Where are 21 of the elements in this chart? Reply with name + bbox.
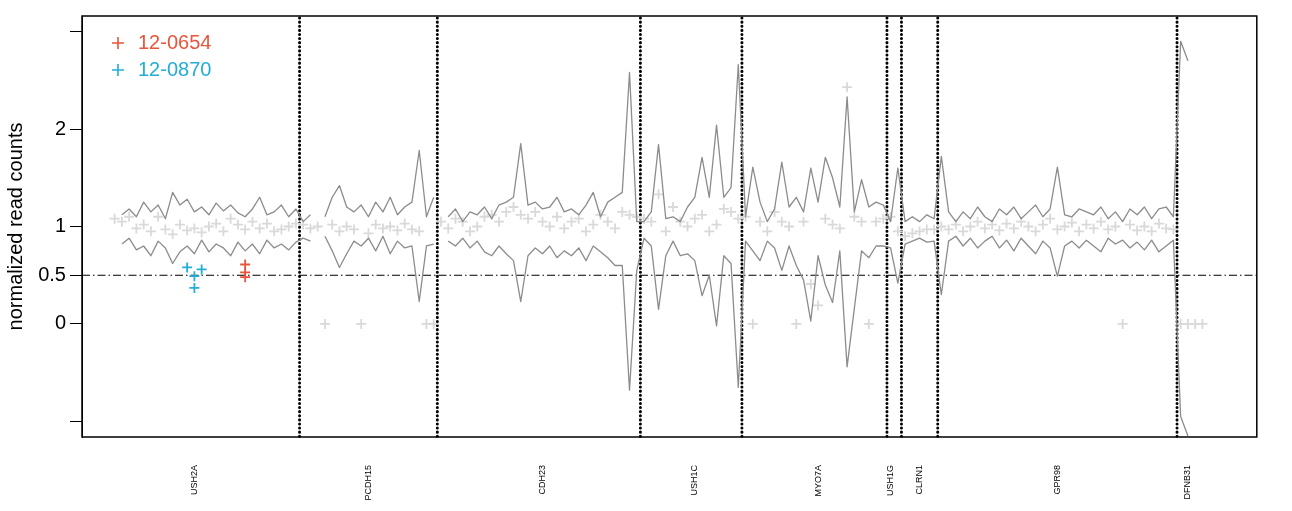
x-tick-label: USH1C <box>689 464 700 496</box>
legend-label: 12-0654 <box>138 30 212 53</box>
x-tick-label: CDH23 <box>536 465 547 495</box>
y-tick-label: 0.5 <box>38 262 66 285</box>
point <box>188 282 201 294</box>
x-tick-label: PCDH15 <box>362 465 373 501</box>
y-axis-title: normalized read counts <box>3 122 26 331</box>
y-tick-label: 1 <box>54 214 66 237</box>
legend-label: 12-0870 <box>138 57 212 80</box>
x-tick-label: GPR98 <box>1051 465 1062 495</box>
x-tick-label: DFNB31 <box>1182 465 1193 500</box>
x-tick-label: MYO7A <box>812 465 823 497</box>
point <box>181 261 194 274</box>
point <box>188 270 201 283</box>
x-tick-label: CLRN1 <box>914 465 925 495</box>
x-tick-label: USH2A <box>188 465 199 496</box>
point <box>195 263 208 276</box>
y-tick-label: 2 <box>54 116 66 139</box>
point <box>239 258 252 271</box>
x-tick-label: USH1G <box>885 465 896 497</box>
y-tick-label: 0 <box>54 311 66 334</box>
